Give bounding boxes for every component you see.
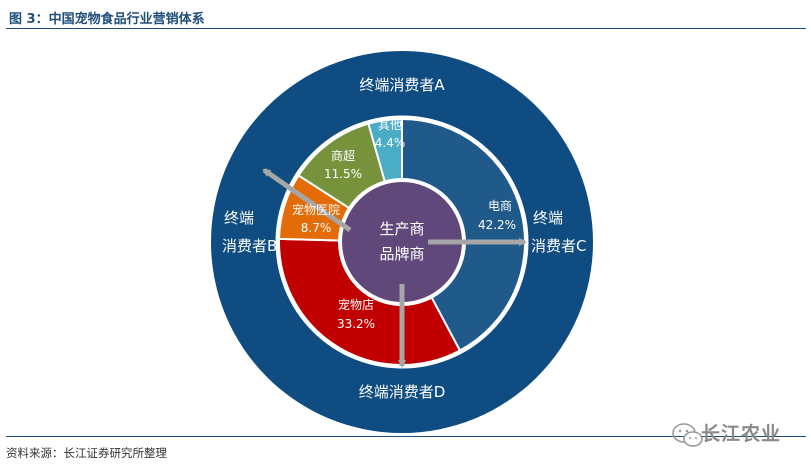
consumer-a-label: 终端消费者A: [359, 76, 445, 94]
consumer-d-label: 终端消费者D: [359, 383, 446, 401]
wechat-icon: [672, 423, 703, 447]
consumer-b-label-line2: 消费者B: [222, 237, 277, 255]
segment-label-other: 其他: [378, 118, 402, 132]
arrow-to-consumer-b: [262, 167, 352, 233]
segment-value-pet-store: 33.2%: [337, 317, 375, 331]
center-label-brand: 品牌商: [379, 245, 424, 263]
segment-label-pet-hospital: 宠物医院: [292, 202, 340, 217]
figure-title: 图 3：中国宠物食品行业营销体系: [9, 12, 205, 27]
segment-value-supermarket: 11.5%: [324, 167, 362, 181]
title-divider: [6, 28, 806, 29]
consumer-c-label-line2: 消费者C: [531, 237, 586, 255]
segment-value-other: 4.4%: [375, 136, 406, 150]
segment-label-supermarket: 商超: [331, 148, 355, 163]
segment-label-pet-store: 宠物店: [338, 297, 374, 312]
source-note: 资料来源：长江证券研究所整理: [6, 446, 167, 460]
footer-divider: [6, 436, 806, 437]
center-label-producer: 生产商: [379, 220, 424, 238]
consumer-c-label-line1: 终端: [533, 209, 563, 227]
segment-value-pet-hospital: 8.7%: [301, 221, 332, 235]
segment-value-ecommerce: 42.2%: [478, 218, 516, 232]
consumer-b-label-line1: 终端: [224, 209, 254, 227]
watermark-text: 长江农业: [701, 423, 782, 445]
segment-label-ecommerce: 电商: [488, 198, 512, 213]
distribution-arrows: [262, 167, 527, 368]
